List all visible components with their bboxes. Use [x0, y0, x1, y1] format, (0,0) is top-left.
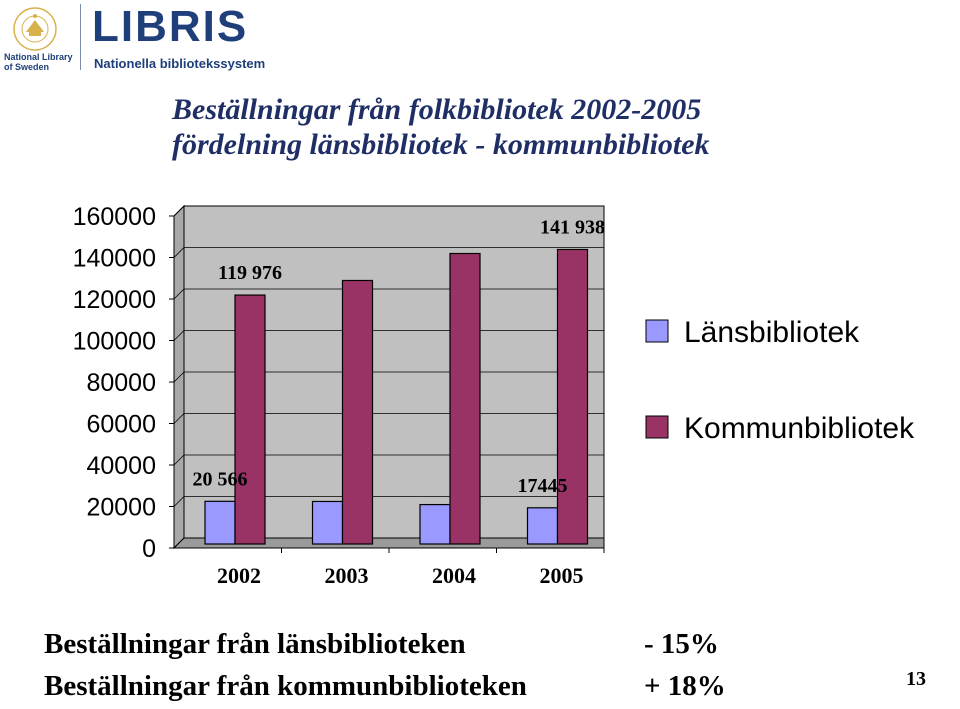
bar-lansbibliotek — [526, 507, 559, 545]
bar-kommunbibliotek — [556, 248, 589, 545]
summary-label: Beställningar från kommunbiblioteken — [44, 670, 527, 702]
y-tick-label: 140000 — [73, 245, 156, 273]
brand-tagline: Nationella bibliotekssystem — [94, 56, 266, 71]
bar-kommunbibliotek — [234, 294, 266, 545]
brand-divider — [80, 4, 81, 70]
summary-line: Beställningar från länsbiblioteken - 15% — [44, 628, 719, 661]
legend-swatch-kommunbibliotek — [645, 415, 669, 439]
summary-change: + 18% — [644, 670, 726, 702]
y-tick-label: 0 — [142, 535, 156, 563]
y-tick-label: 120000 — [73, 286, 156, 314]
data-label: 141 938 — [540, 216, 605, 238]
data-label: 119 976 — [218, 262, 282, 284]
logo-caption-line: National Library — [4, 52, 73, 62]
logo-caption-line: of Sweden — [4, 62, 50, 72]
bar-kommunbibliotek — [449, 252, 481, 545]
x-tick-label: 2003 — [325, 563, 369, 588]
gridline-depth — [173, 288, 185, 300]
y-tick-label: 40000 — [86, 452, 156, 480]
gridline-depth — [173, 496, 185, 507]
logo-caption: National Library of Sweden — [4, 52, 74, 72]
y-tick-label: 100000 — [73, 328, 156, 356]
bar-kommunbibliotek — [341, 279, 374, 545]
x-tick-label: 2004 — [432, 563, 476, 588]
chart-subtitle-line: fördelning länsbibliotek - kommunbibliot… — [172, 128, 710, 161]
bar-lansbibliotek — [204, 500, 236, 545]
x-tick-label: 2002 — [217, 563, 261, 588]
summary-line: Beställningar från kommunbiblioteken + 1… — [44, 670, 726, 703]
page-number: 13 — [906, 668, 926, 690]
gridline-depth — [173, 413, 185, 424]
brand-name: LIBRIS — [92, 2, 249, 51]
y-tick-label: 80000 — [86, 369, 156, 397]
x-tick-label: 2005 — [540, 563, 584, 588]
chart-title: Beställningar från folkbibliotek 2002-20… — [172, 92, 872, 162]
chart-title-line: Beställningar från folkbibliotek 2002-20… — [172, 93, 702, 126]
gridline-depth — [173, 454, 185, 466]
summary-label: Beställningar från länsbiblioteken — [44, 628, 466, 660]
summary-change: - 15% — [644, 628, 719, 660]
legend-label: Kommunbibliotek — [684, 412, 915, 445]
gridline-depth — [173, 247, 185, 258]
bar-lansbibliotek — [311, 500, 344, 545]
data-label: 17445 — [518, 475, 568, 497]
gridline-depth — [173, 330, 185, 341]
y-tick-label: 160000 — [73, 203, 156, 231]
y-tick-label: 60000 — [86, 411, 156, 439]
kb-seal-logo — [13, 7, 57, 51]
gridline-depth — [173, 537, 185, 549]
legend-label: Länsbibliotek — [684, 316, 860, 349]
gridline-depth — [173, 205, 185, 217]
bar-chart: 160000 140000 120000 100000 80000 60000 40000 2… — [73, 203, 916, 588]
bar-lansbibliotek — [419, 503, 451, 545]
data-label: 20 566 — [193, 468, 248, 490]
legend-swatch-lansbibliotek — [645, 319, 669, 343]
gridline-depth — [173, 371, 185, 383]
y-tick-label: 20000 — [86, 494, 156, 522]
